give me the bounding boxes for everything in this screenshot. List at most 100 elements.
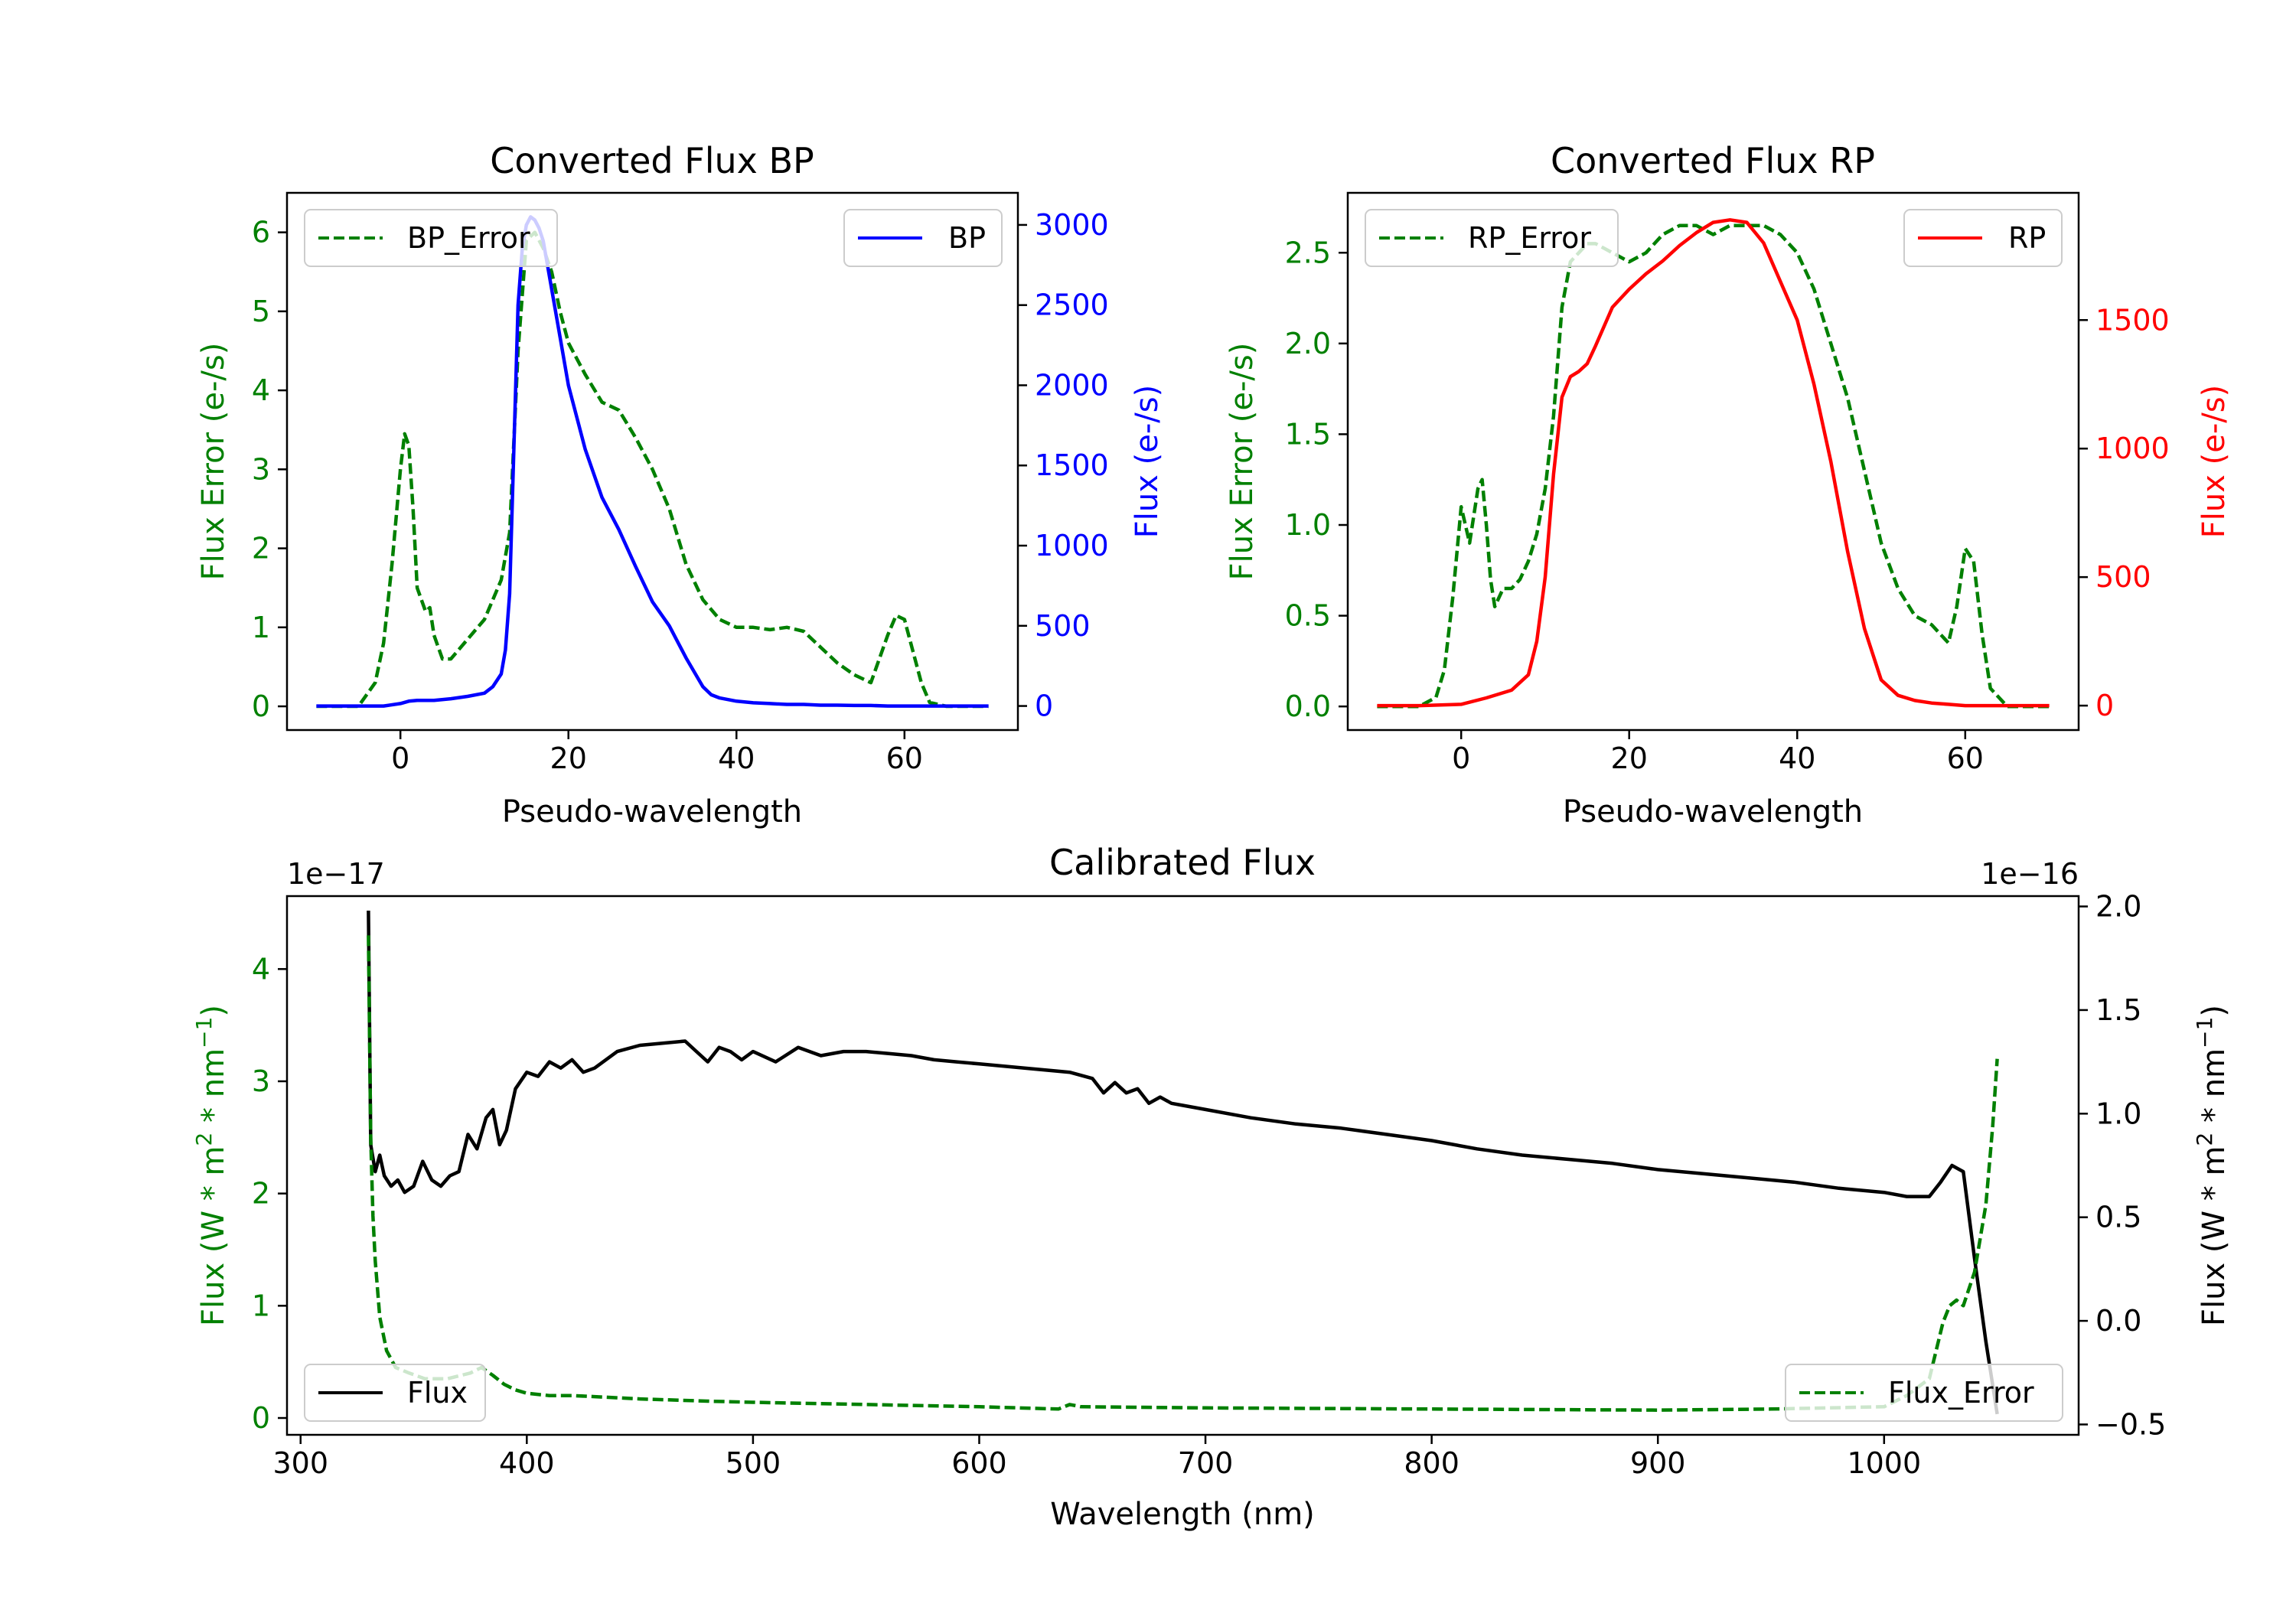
bp-legend-error: BP_Error (304, 209, 558, 267)
bp-x-tick-label: 20 (550, 742, 587, 775)
bp-y-left-tick-label: 5 (252, 295, 270, 328)
rp-plot-area (1377, 218, 2050, 709)
cal-legend-flux: Flux (304, 1364, 486, 1422)
bp-legend-flux-label: BP (948, 221, 986, 255)
cal-y-axis-right-label: Flux (W * m2 * nm−1) (2192, 1005, 2232, 1326)
bp-legend-error-label: BP_Error (407, 221, 530, 255)
rp-legend-error-label: RP_Error (1468, 221, 1591, 255)
bp-y-right-tick-label: 2500 (1035, 288, 1109, 322)
rp-y-right-tick-label: 1500 (2095, 303, 2170, 337)
rp-y-left-tick-label: 2.5 (1285, 236, 1331, 269)
bp-x-tick-label: 40 (718, 742, 755, 775)
cal-legend-flux-label: Flux (407, 1376, 468, 1410)
bp-y-left-tick-label: 6 (252, 216, 270, 249)
rp-x-axis-label: Pseudo-wavelength (1563, 794, 1863, 830)
cal-y-axis-left-label-part3: ) (196, 1005, 231, 1017)
rp-x-tick-label: 60 (1947, 742, 1984, 775)
cal-y-right-tick-label: 0.5 (2095, 1201, 2141, 1234)
bp-legend-flux: BP (843, 209, 1003, 267)
cal-y-right-tick-label: 0.0 (2095, 1304, 2141, 1338)
cal-y-axis-right-label-sup2: −1 (2192, 1017, 2217, 1048)
bp-legend-flux-box (843, 209, 1003, 267)
cal-y-left-tick-label: 2 (252, 1177, 270, 1211)
cal-legend-error-label: Flux_Error (1888, 1376, 2034, 1410)
bp-y-left-tick-label: 4 (252, 373, 270, 407)
bp-y-right-tick-label: 0 (1035, 689, 1053, 723)
cal-axes-frame (285, 895, 2080, 1436)
rp-legend-flux-box (1903, 209, 2063, 267)
bp-title: Converted Flux BP (490, 140, 814, 181)
cal-x-tick-label: 700 (1178, 1446, 1234, 1480)
bp-series-bp-error-line (316, 230, 989, 709)
bp-series-bp-line (316, 215, 989, 708)
cal-y-right-tick-label: −0.5 (2095, 1407, 2166, 1441)
cal-right-offset-label: 1e−16 (1981, 857, 2079, 891)
rp-x-tick-label: 40 (1779, 742, 1815, 775)
rp-y-right-tick-label: 500 (2095, 560, 2151, 594)
cal-panel: 300 400 500 600 700 800 900 1000 0 1 2 3 4 −0.5 0.0 0.5… (191, 842, 2232, 1532)
rp-legend-flux: RP (1903, 209, 2063, 267)
bp-y-right-tick-label: 2000 (1035, 368, 1109, 402)
cal-x-tick-label: 500 (726, 1446, 781, 1480)
rp-legend-error: RP_Error (1365, 209, 1619, 267)
cal-y-left-tick-label: 1 (252, 1289, 270, 1322)
cal-legend-error-box (1785, 1364, 2063, 1422)
rp-y-axis-left-label: Flux Error (e-/s) (1225, 343, 1260, 581)
cal-y-axis-right-label-sup1: 2 (2192, 1133, 2217, 1146)
bp-y-left-tick-label: 1 (252, 611, 270, 644)
cal-left-offset-label: 1e−17 (287, 857, 385, 891)
cal-y-axis-left-label-sup2: −1 (191, 1017, 217, 1048)
rp-y-axis-right-label: Flux (e-/s) (2197, 385, 2232, 538)
bp-y-right-tick-label: 3000 (1035, 208, 1109, 242)
cal-y-axis-left-label-part1: Flux (W * m (196, 1146, 231, 1326)
cal-y-right-tick-label: 2.0 (2095, 890, 2141, 924)
rp-y-left-tick-label: 0.5 (1285, 599, 1331, 633)
rp-legend-flux-label: RP (2008, 221, 2046, 255)
rp-y-right-tick-label: 0 (2095, 689, 2114, 722)
rp-y-left-tick-label: 2.0 (1285, 327, 1331, 360)
bp-x-tick-label: 0 (391, 742, 409, 775)
cal-x-tick-label: 1000 (1847, 1446, 1921, 1480)
bp-y-right-tick-label: 1000 (1035, 529, 1109, 562)
cal-y-axis-left-label-part2: * nm (196, 1048, 231, 1133)
rp-ticks: 0 20 40 60 0.0 0.5 1.0 1.5 2.0 2.5 0 500 1000 1500 (1285, 236, 2170, 775)
bp-axes-frame (285, 191, 1019, 732)
cal-x-tick-label: 300 (272, 1446, 328, 1480)
cal-y-left-tick-label: 3 (252, 1064, 270, 1098)
cal-ticks: 300 400 500 600 700 800 900 1000 0 1 2 3 4 −0.5 0.0 0.5… (252, 890, 2166, 1480)
cal-y-right-tick-label: 1.0 (2095, 1097, 2141, 1130)
bp-x-axis-label: Pseudo-wavelength (502, 794, 802, 830)
rp-legend-error-box (1365, 209, 1619, 267)
cal-y-left-tick-label: 0 (252, 1401, 270, 1435)
bp-y-left-tick-label: 3 (252, 452, 270, 486)
cal-y-axis-left-label-sup1: 2 (191, 1133, 217, 1146)
rp-series-rp-line (1377, 218, 2050, 708)
rp-y-left-tick-label: 0.0 (1285, 689, 1331, 723)
cal-x-tick-label: 900 (1630, 1446, 1686, 1480)
cal-legend-error: Flux_Error (1785, 1364, 2063, 1422)
bp-y-axis-left-label: Flux Error (e-/s) (196, 343, 231, 581)
rp-y-right-tick-label: 1000 (2095, 432, 2170, 465)
bp-legend-error-box (304, 209, 558, 267)
rp-y-left-tick-label: 1.5 (1285, 417, 1331, 451)
bp-y-axis-right-label: Flux (e-/s) (1130, 385, 1165, 538)
cal-series-flux-line (367, 910, 1999, 1415)
cal-y-axis-right-label-part2: * nm (2197, 1048, 2232, 1133)
rp-x-tick-label: 0 (1452, 742, 1470, 775)
cal-y-axis-right-label-part3: ) (2197, 1005, 2232, 1017)
cal-title: Calibrated Flux (1049, 842, 1316, 883)
rp-panel: 0 20 40 60 0.0 0.5 1.0 1.5 2.0 2.5 0 500 1000 1500 Co… (1225, 140, 2232, 830)
cal-y-right-tick-label: 1.5 (2095, 993, 2141, 1027)
bp-y-right-tick-label: 1500 (1035, 448, 1109, 482)
cal-y-left-tick-label: 4 (252, 952, 270, 986)
bp-y-right-tick-label: 500 (1035, 609, 1091, 643)
cal-x-tick-label: 600 (951, 1446, 1007, 1480)
bp-x-tick-label: 60 (886, 742, 923, 775)
rp-series-rp-error-line (1377, 223, 2050, 709)
cal-legend-flux-box (304, 1364, 486, 1422)
bp-y-left-tick-label: 2 (252, 532, 270, 566)
cal-x-tick-label: 400 (499, 1446, 555, 1480)
